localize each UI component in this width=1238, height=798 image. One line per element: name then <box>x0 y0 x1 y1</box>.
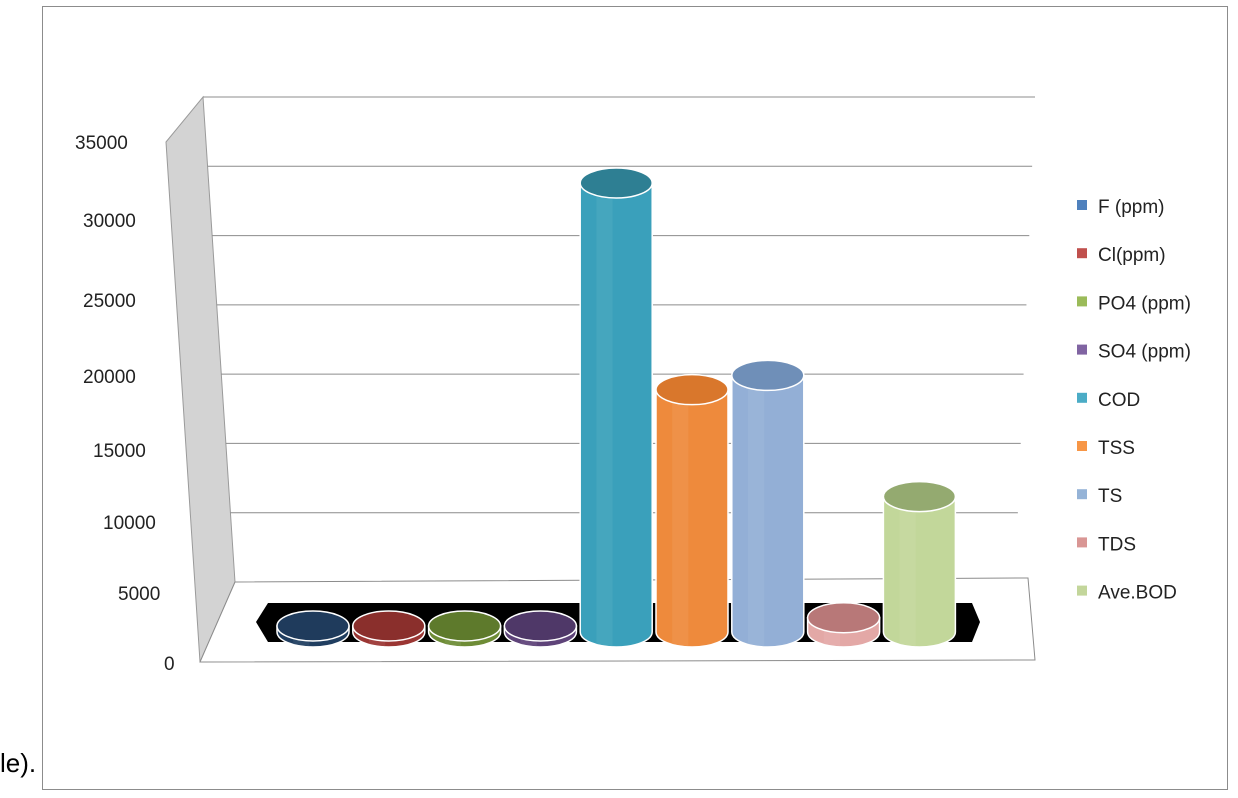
y-axis-ticks: 35000 30000 25000 20000 15000 10000 5000 0 <box>75 133 175 675</box>
bar-top <box>655 373 729 406</box>
bar-highlight <box>748 377 765 647</box>
bar-top <box>276 610 350 642</box>
legend-item: Cl(ppm) <box>1077 245 1166 266</box>
legend-swatch <box>1077 248 1087 259</box>
legend-label: TDS <box>1098 534 1136 555</box>
bar <box>276 610 350 648</box>
bar <box>731 359 805 648</box>
bar-body <box>731 374 805 648</box>
y-tick-label: 20000 <box>83 367 136 388</box>
y-tick-label: 5000 <box>118 584 160 605</box>
bar <box>655 373 729 648</box>
bar <box>427 610 502 648</box>
bar-highlight <box>899 498 916 647</box>
bar-top <box>731 359 805 392</box>
legend-swatch <box>1077 585 1087 596</box>
legend-item: PO4 (ppm) <box>1077 293 1191 314</box>
bar <box>882 480 957 648</box>
legend-item: TS <box>1077 486 1122 507</box>
bar <box>352 610 426 648</box>
legend-swatch <box>1077 441 1087 451</box>
legend-item: Ave.BOD <box>1077 583 1177 604</box>
legend-item: TDS <box>1077 534 1136 555</box>
legend-label: TS <box>1098 486 1122 507</box>
legend-item: F (ppm) <box>1077 197 1165 218</box>
page-text-fragment: le). <box>0 748 37 778</box>
bar-body <box>655 388 729 648</box>
legend-item: SO4 (ppm) <box>1077 342 1191 363</box>
legend-label: F (ppm) <box>1098 197 1165 218</box>
legend-label: PO4 (ppm) <box>1098 293 1191 314</box>
legend-swatch <box>1077 392 1087 403</box>
bar <box>503 610 578 648</box>
y-tick-label: 10000 <box>103 513 156 534</box>
y-tick-label: 30000 <box>83 211 136 232</box>
legend-label: Ave.BOD <box>1098 583 1177 604</box>
y-tick-label: 35000 <box>75 133 128 154</box>
bar <box>806 601 881 648</box>
y-tick-label: 15000 <box>93 441 146 462</box>
legend-item: COD <box>1077 390 1140 411</box>
bars <box>276 167 957 648</box>
legend-swatch <box>1077 296 1087 307</box>
bar-highlight <box>596 185 613 647</box>
bar <box>579 167 653 648</box>
chart-walls <box>165 95 236 663</box>
bar-top <box>503 610 578 642</box>
legend: F (ppm) Cl(ppm) PO4 (ppm) SO4 (ppm) COD TSS TS… <box>1077 197 1191 604</box>
bar-top <box>352 610 426 642</box>
legend-label: SO4 (ppm) <box>1098 342 1191 363</box>
legend-swatch <box>1077 537 1087 548</box>
bar-top <box>427 610 502 642</box>
legend-swatch <box>1077 200 1087 210</box>
y-tick-label: 0 <box>164 654 175 675</box>
bar-top <box>806 601 881 634</box>
chart-frame <box>42 6 1228 790</box>
legend-label: COD <box>1098 390 1140 411</box>
bar-body <box>579 182 653 648</box>
y-tick-label: 25000 <box>83 291 136 312</box>
legend-label: TSS <box>1098 438 1135 459</box>
legend-label: Cl(ppm) <box>1098 245 1166 266</box>
legend-item: TSS <box>1077 438 1135 459</box>
bar-body <box>882 495 957 648</box>
bar-highlight <box>672 391 689 647</box>
bar-top <box>882 480 957 513</box>
legend-swatch <box>1077 489 1087 500</box>
legend-swatch <box>1077 344 1087 355</box>
bar-top <box>579 167 653 199</box>
